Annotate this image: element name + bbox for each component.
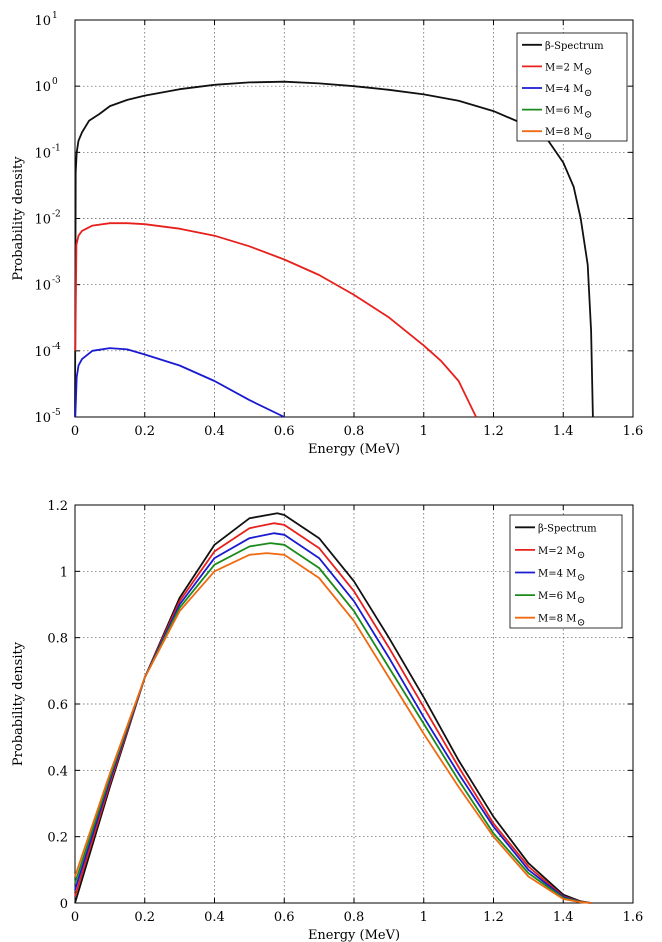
x-axis-label: Energy (MeV)	[308, 442, 400, 457]
legend-entry: β-Spectrum	[545, 41, 604, 52]
legend-entry: M=4 M	[545, 84, 583, 95]
y-tick-label: 10	[34, 411, 51, 426]
y-axis-label: Probability density	[11, 156, 26, 281]
y-tick-exponent: 0	[52, 77, 58, 87]
x-tick-label: 1.6	[623, 910, 644, 925]
legend-box	[516, 32, 628, 142]
legend-entry: β-Spectrum	[538, 523, 597, 534]
legend-entry: M=2 M	[538, 546, 576, 557]
x-tick-label: 0.2	[134, 424, 155, 439]
legend-entry: M=8 M	[545, 127, 583, 138]
y-tick-label: 10	[34, 80, 51, 95]
x-tick-label: 0.2	[134, 910, 155, 925]
y-tick-label: 1	[60, 565, 68, 580]
series-line-1	[74, 80, 594, 418]
legend-entry: M=8 M	[538, 614, 576, 625]
y-tick-label: 0.2	[47, 831, 68, 846]
x-tick-label: 1	[420, 424, 428, 439]
legend-subscript: ⊙	[577, 550, 585, 561]
legend-subscript: ⊙	[584, 88, 592, 99]
y-tick-label: 10	[34, 345, 51, 360]
legend-entry: M=6 M	[545, 106, 583, 117]
y-tick-exponent: -4	[52, 342, 61, 352]
series-line-4	[74, 542, 592, 904]
x-tick-label: 0.4	[204, 910, 225, 925]
x-tick-label: 0	[71, 910, 79, 925]
chart-1: 0 0.2 0.4 0.6 0.8 1 1.2 1.4 1.610 -510 -410 -310 -21…	[11, 11, 643, 457]
y-tick-label: 10	[34, 146, 51, 161]
legend-subscript: ⊙	[584, 131, 592, 142]
legend-subscript: ⊙	[584, 66, 592, 77]
x-tick-label: 0.6	[274, 910, 295, 925]
series-line-3	[74, 347, 285, 418]
series-line-5	[74, 552, 592, 904]
legend-entry: M=2 M	[545, 62, 583, 73]
y-tick-exponent: -3	[52, 276, 61, 286]
y-tick-label: 0.8	[47, 632, 68, 647]
x-tick-label: 1.2	[483, 424, 504, 439]
y-tick-label: 0.6	[47, 698, 68, 713]
series-line-3	[74, 532, 592, 904]
y-tick-label: 1.2	[47, 499, 68, 514]
x-tick-label: 1.6	[623, 424, 644, 439]
legend-subscript: ⊙	[584, 110, 592, 121]
plot-frame	[74, 504, 634, 904]
x-tick-label: 1.4	[553, 424, 574, 439]
x-tick-label: 1.4	[553, 910, 574, 925]
y-tick-label: 10	[34, 213, 51, 228]
x-axis-label: Energy (MeV)	[308, 928, 400, 942]
x-tick-label: 1	[420, 910, 428, 925]
y-tick-label: 10	[34, 14, 51, 29]
legend-entry: M=6 M	[538, 591, 576, 602]
legend-subscript: ⊙	[577, 573, 585, 584]
y-tick-exponent: 1	[52, 11, 58, 21]
y-tick-label: 0	[60, 897, 68, 912]
x-tick-label: 0	[71, 424, 79, 439]
series-line-1	[74, 512, 592, 904]
legend-box	[509, 514, 623, 629]
series-line-2	[74, 222, 477, 418]
x-tick-label: 1.2	[483, 910, 504, 925]
series-line-2	[74, 522, 592, 904]
x-tick-label: 0.8	[344, 424, 365, 439]
legend-subscript: ⊙	[577, 618, 585, 629]
chart-2: 0 0.2 0.4 0.6 0.8 1 1.2 1.4 1.6 0 0.2 0.4 0.6 0.8 1 1.2…	[11, 499, 643, 942]
x-tick-label: 0.4	[204, 424, 225, 439]
y-tick-exponent: -2	[52, 210, 61, 220]
y-tick-exponent: -5	[52, 408, 61, 418]
y-tick-label: 0.4	[47, 764, 68, 779]
legend-entry: M=4 M	[538, 569, 576, 580]
y-tick-label: 10	[34, 279, 51, 294]
y-tick-exponent: -1	[52, 143, 61, 153]
x-tick-label: 0.6	[274, 424, 295, 439]
legend-subscript: ⊙	[577, 595, 585, 606]
x-tick-label: 0.8	[344, 910, 365, 925]
y-axis-label: Probability density	[11, 641, 26, 766]
